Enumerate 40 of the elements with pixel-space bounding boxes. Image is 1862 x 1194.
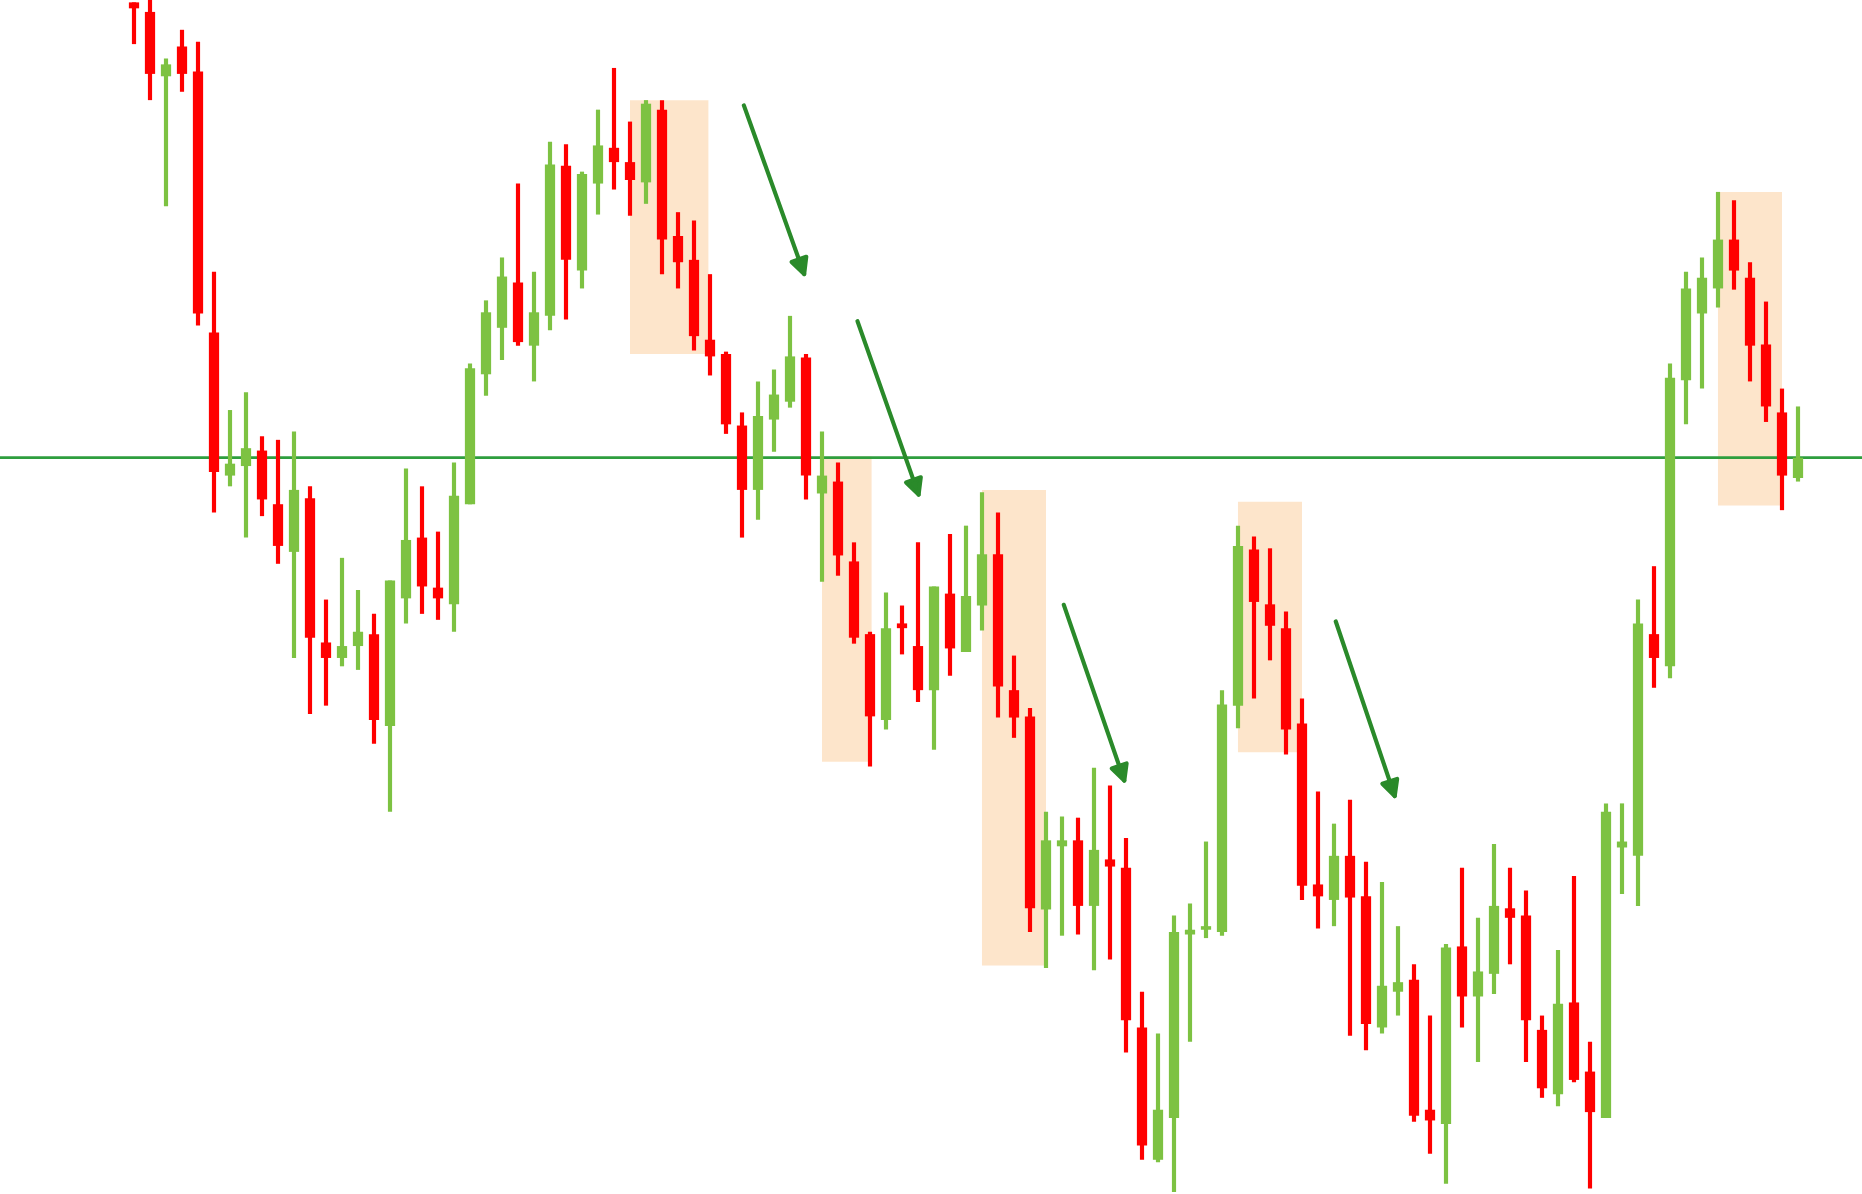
candlestick (1328, 821, 1340, 929)
candlestick (1792, 404, 1804, 484)
candlestick (784, 313, 796, 410)
candlestick (432, 529, 444, 622)
candlestick (1696, 255, 1708, 391)
candlestick (224, 407, 236, 489)
candlestick (672, 210, 684, 291)
candlestick (1104, 783, 1116, 962)
candlestick (1392, 924, 1404, 1018)
candlestick (816, 429, 828, 584)
candlestick (1376, 879, 1388, 1036)
candlestick (912, 540, 924, 705)
candlestick (592, 107, 604, 217)
candlestick (1728, 198, 1740, 292)
candlestick (704, 272, 716, 378)
candlestick (528, 269, 540, 384)
candlestick (1056, 814, 1068, 938)
candlestick (1424, 1013, 1436, 1156)
candlestick (1584, 1039, 1596, 1191)
candlestick (1008, 653, 1020, 740)
candlestick (240, 390, 252, 540)
candlestick (1344, 797, 1356, 1038)
candlestick (336, 555, 348, 669)
candlestick (1472, 915, 1484, 1065)
candlestick (1264, 546, 1276, 663)
candlestick (160, 56, 172, 209)
candlestick (608, 65, 620, 192)
candlestick (1312, 789, 1324, 931)
candlestick (320, 597, 332, 708)
candlestick (176, 27, 188, 94)
candlestick (1504, 865, 1516, 967)
candlestick (352, 587, 364, 672)
candlestick (1648, 564, 1660, 690)
candlestick (272, 437, 284, 566)
candlestick (896, 603, 908, 657)
candlestick (128, 0, 140, 47)
candlestick (624, 119, 636, 218)
candlestick (768, 367, 780, 454)
candlestick (1184, 901, 1196, 1044)
candlestick (1200, 839, 1212, 941)
